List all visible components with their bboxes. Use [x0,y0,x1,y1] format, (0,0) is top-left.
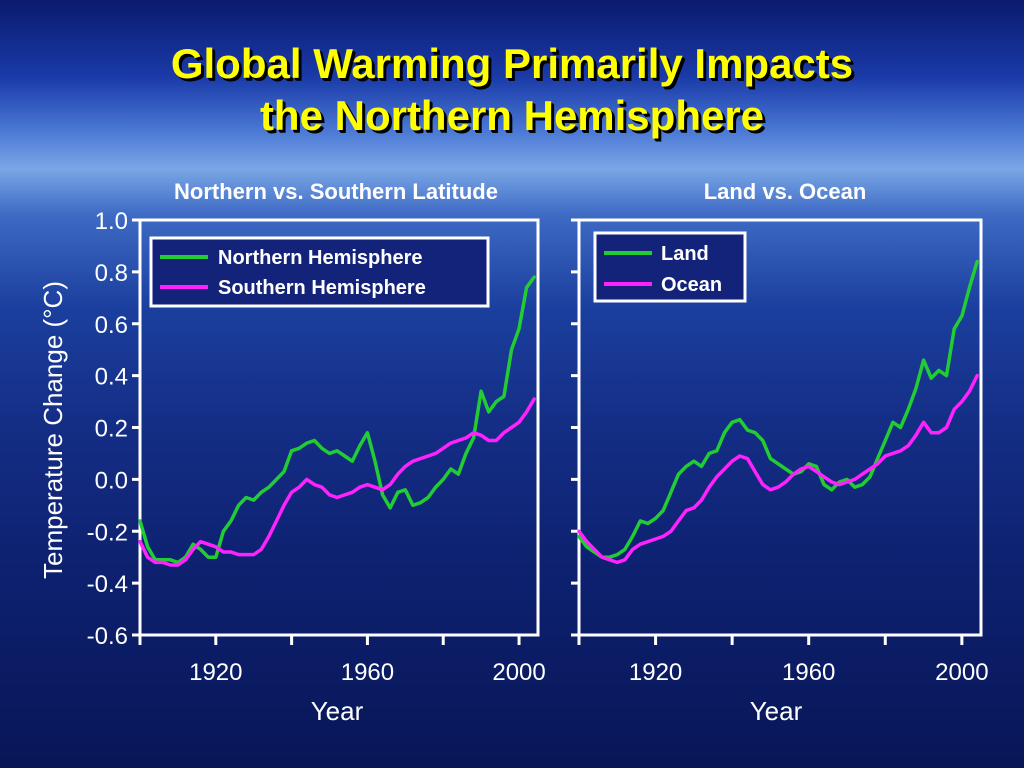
legend-label-ocean: Ocean [661,274,722,296]
left-x-tick-label: 2000 [492,659,545,686]
y-tick-label: 0.4 [95,364,128,391]
y-tick-label: -0.2 [87,519,128,546]
y-tick-label: 0.6 [95,312,128,339]
right-legend: Land Ocean [593,231,747,303]
left-plot-area: -0.6 -0.4 -0.2 0.0 0.2 0.4 0.6 0.8 1.0 1920 1960 20… [87,208,546,686]
left-series-line-a [138,275,536,565]
y-tick-label: -0.4 [87,571,128,598]
y-tick-label: 0.2 [95,416,128,443]
left-x-axis-title: Year [311,696,364,726]
right-x-tick-label: 2000 [935,659,988,686]
left-x-tick-label: 1920 [189,659,242,686]
left-legend-box [149,236,490,308]
slide-title-line-1: Global Warming Primarily Impacts [170,40,854,87]
slide-title: Global Warming Primarily Impacts the Nor… [0,38,1024,142]
legend-label-land: Land [661,243,709,265]
right-x-tick-label: 1960 [782,659,835,686]
left-x-tick-label: 1960 [341,659,394,686]
right-series-line-b [577,373,979,565]
y-tick-label: 0.8 [95,260,128,287]
right-series-line-a [577,259,979,559]
left-panel-title: Northern vs. Southern Latitude [174,179,498,204]
legend-label-northern: Northern Hemisphere [218,247,423,269]
legend-label-southern: Southern Hemisphere [218,277,426,299]
right-legend-box [593,231,747,303]
right-x-tick-label: 1920 [629,659,682,686]
right-panel-title: Land vs. Ocean [704,179,867,204]
right-plot-area: 1920 1960 2000 [571,218,989,686]
y-tick-label: -0.6 [87,623,128,650]
y-tick-label: 1.0 [95,208,128,235]
y-tick-label: 0.0 [95,467,128,494]
left-legend: Northern Hemisphere Southern Hemisphere [149,236,490,308]
left-series-line-b [138,397,536,567]
right-x-axis-title: Year [750,696,803,726]
y-axis-title: Temperature Change (°C) [38,281,68,579]
slide-title-line-2: the Northern Hemisphere [259,92,765,139]
